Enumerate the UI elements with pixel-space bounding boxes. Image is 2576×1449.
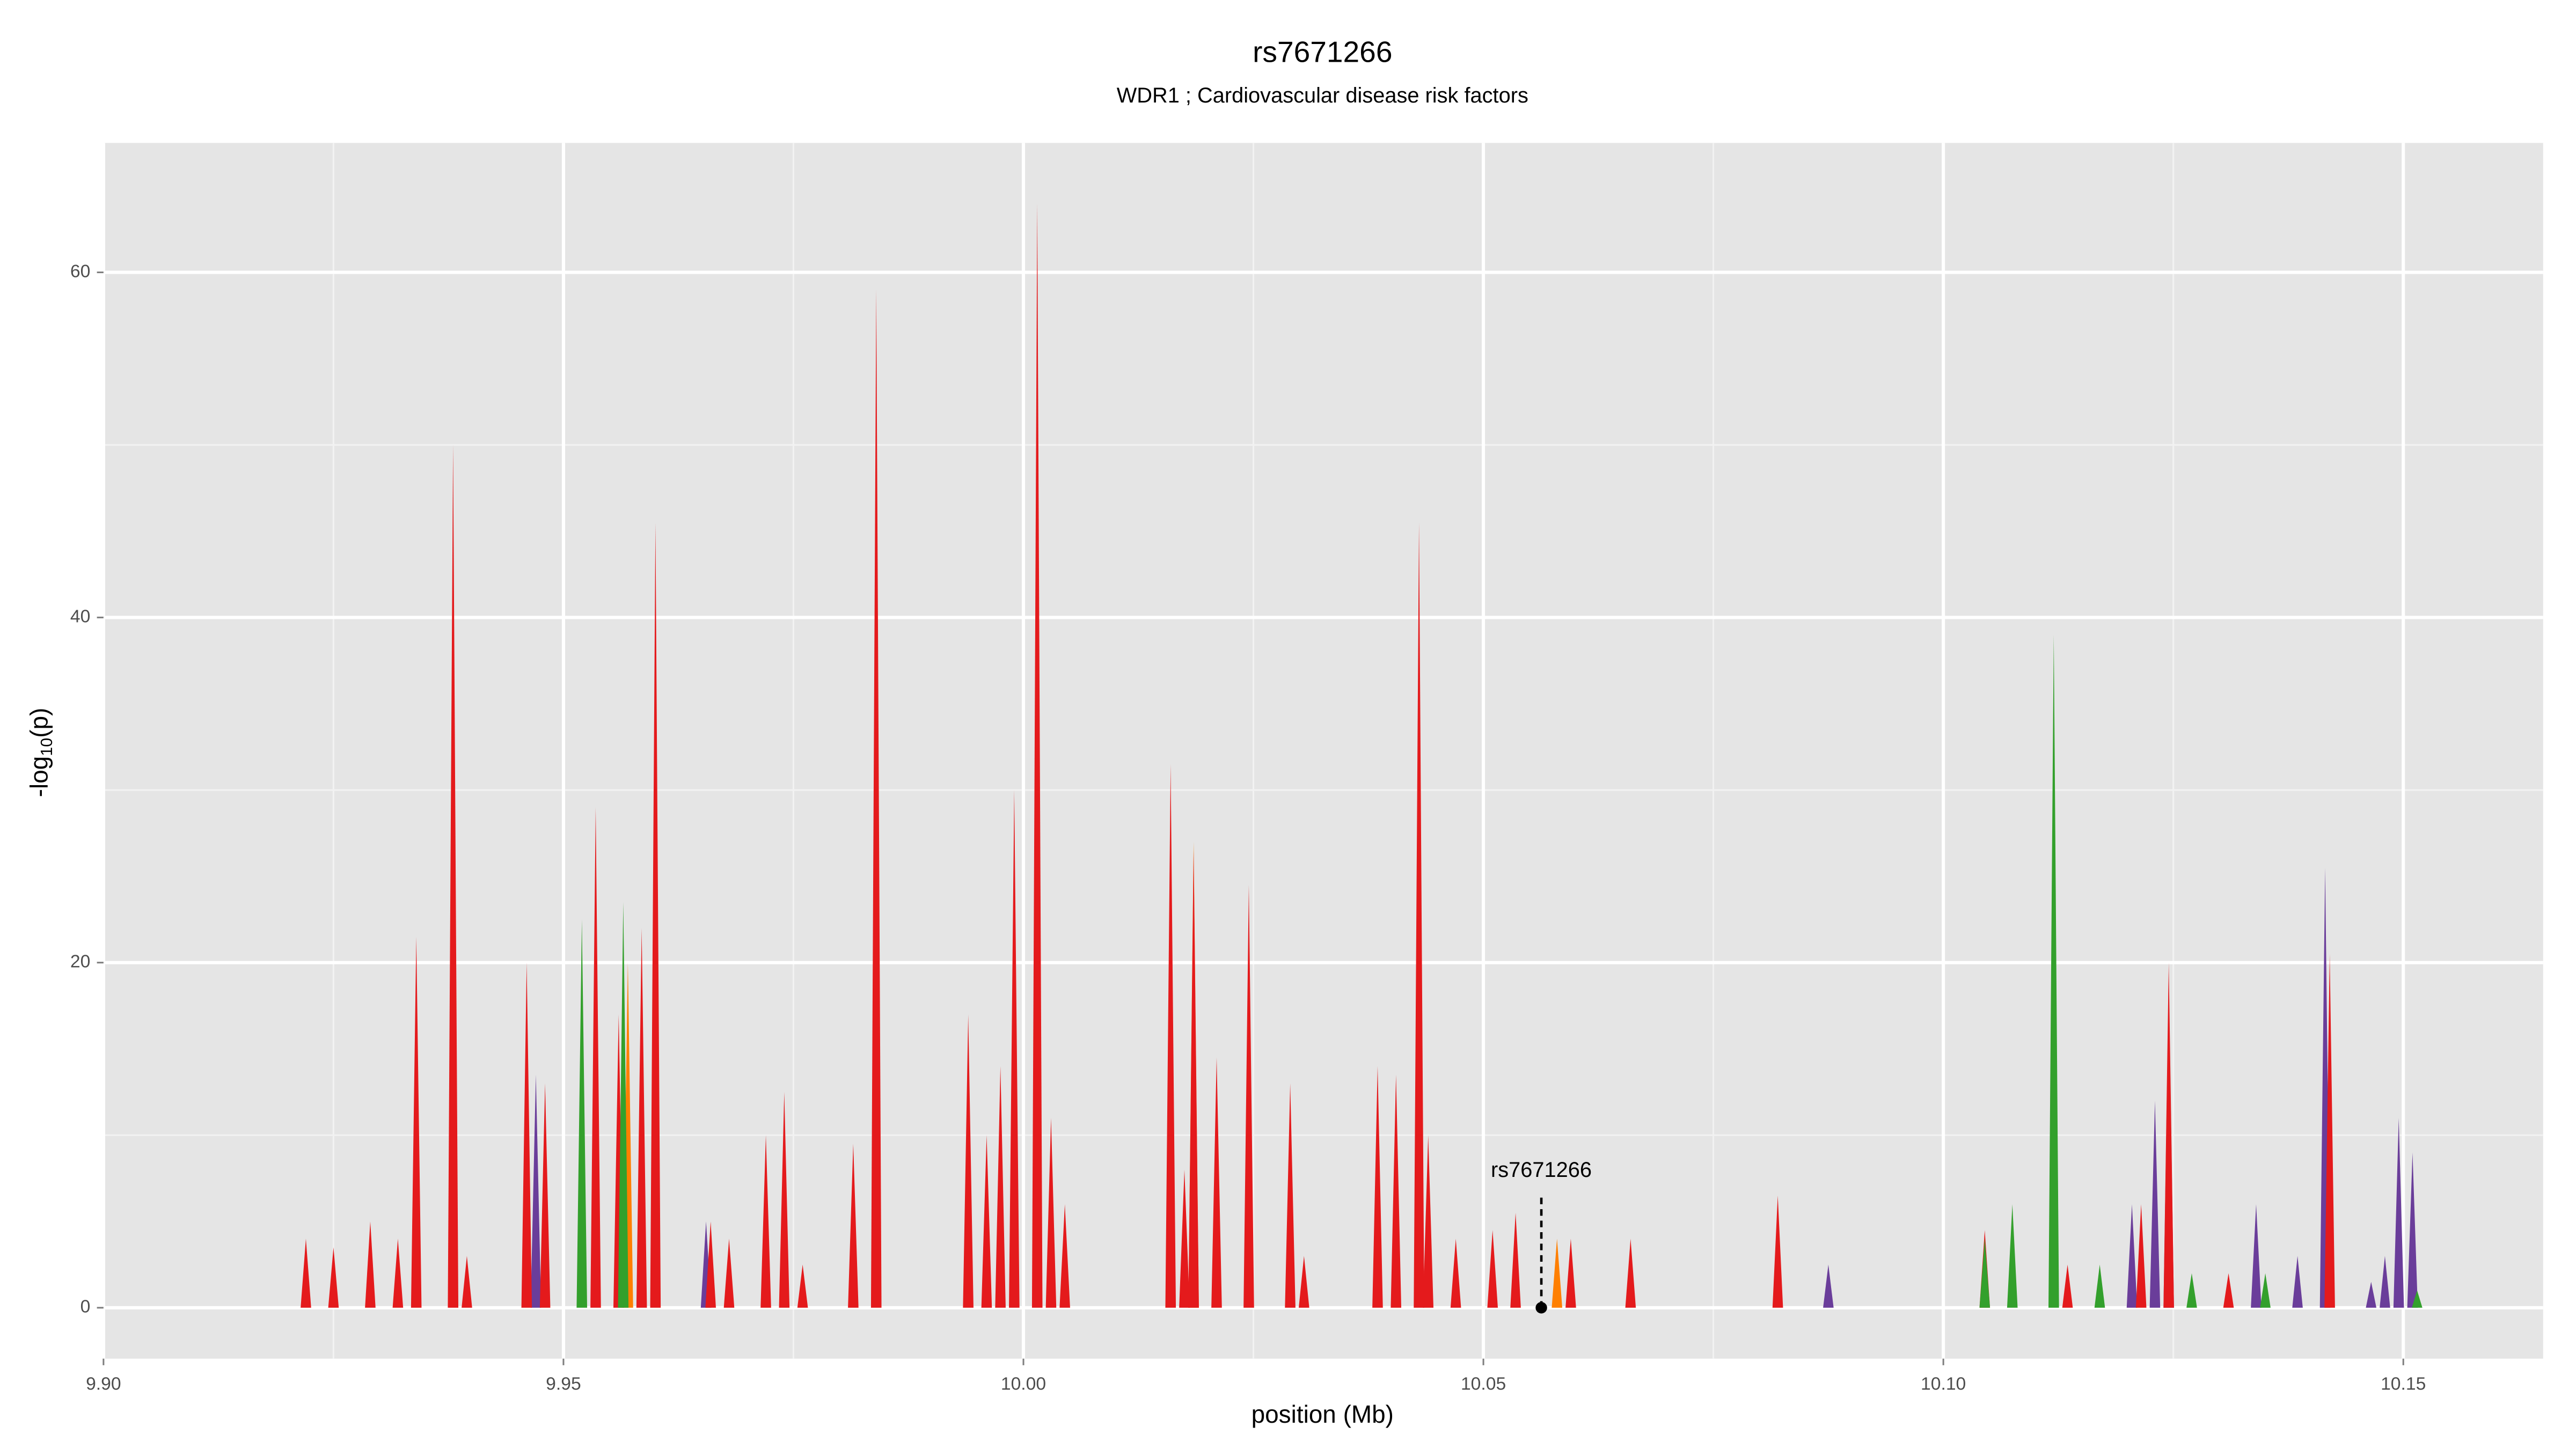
- spike: [848, 1144, 859, 1308]
- spike: [1423, 1135, 1434, 1308]
- spike: [462, 1256, 472, 1308]
- spike: [1414, 522, 1424, 1308]
- x-tick-label: 10.00: [1001, 1374, 1046, 1394]
- spike: [365, 1221, 376, 1308]
- x-tick-label: 10.10: [1921, 1374, 1966, 1394]
- spike: [2163, 962, 2174, 1308]
- spike: [1391, 1074, 1402, 1308]
- annotation-point: [1535, 1302, 1547, 1314]
- spike: [2048, 634, 2059, 1308]
- spike: [1211, 1057, 1222, 1308]
- spike: [1772, 1195, 1783, 1308]
- y-axis-label-prefix: -log: [25, 756, 53, 797]
- y-axis-label: -log10(p): [25, 708, 56, 797]
- spike: [411, 936, 422, 1308]
- spike: [1009, 790, 1020, 1308]
- spike: [2260, 1273, 2271, 1308]
- spike: [981, 1135, 992, 1308]
- spike: [2366, 1282, 2377, 1308]
- spike: [1243, 884, 1254, 1308]
- y-tick-label: 40: [70, 606, 90, 626]
- spike: [995, 1066, 1006, 1308]
- spike: [1372, 1066, 1383, 1308]
- spike: [328, 1247, 339, 1308]
- x-tick-label: 9.95: [546, 1374, 581, 1394]
- chart-title: rs7671266: [1253, 35, 1392, 69]
- spike: [1299, 1256, 1309, 1308]
- plot-panel: [103, 143, 2543, 1359]
- spike: [636, 928, 647, 1308]
- x-tick-label: 10.15: [2381, 1374, 2426, 1394]
- y-tick-label: 60: [70, 261, 90, 281]
- spike: [539, 1083, 551, 1308]
- spike: [1625, 1239, 1636, 1308]
- spike: [779, 1092, 790, 1308]
- x-tick-label: 10.05: [1461, 1374, 1506, 1394]
- x-axis-label: position (Mb): [1252, 1400, 1394, 1428]
- spike: [705, 1221, 716, 1308]
- spike: [1565, 1239, 1576, 1308]
- spike: [2186, 1273, 2197, 1308]
- y-tick-label: 20: [70, 952, 90, 972]
- spike: [392, 1239, 404, 1308]
- spike: [1450, 1239, 1461, 1308]
- spike: [448, 445, 459, 1308]
- spike: [618, 902, 629, 1308]
- spike: [2380, 1256, 2390, 1308]
- spike: [797, 1264, 808, 1308]
- spike: [2393, 1118, 2404, 1308]
- y-axis-label-subscript: 10: [38, 738, 56, 756]
- spike: [1179, 1169, 1190, 1308]
- spike: [870, 289, 882, 1308]
- spike: [1059, 1204, 1070, 1308]
- spike: [1510, 1212, 1521, 1308]
- chart-subtitle: WDR1 ; Cardiovascular disease risk facto…: [1117, 84, 1528, 107]
- spike: [1979, 1239, 1990, 1308]
- spike: [1045, 1118, 1057, 1308]
- spike: [530, 1074, 541, 1308]
- spike: [2251, 1204, 2262, 1308]
- spike: [1823, 1264, 1834, 1308]
- spike: [2135, 1204, 2147, 1308]
- spike: [2223, 1273, 2234, 1308]
- spike: [590, 807, 601, 1308]
- spike: [963, 1014, 974, 1308]
- x-tick-label: 9.90: [86, 1374, 121, 1394]
- spike: [650, 522, 661, 1308]
- spike: [2407, 1152, 2418, 1308]
- spike: [2412, 1290, 2423, 1308]
- spike: [1165, 764, 1176, 1308]
- spike: [2062, 1264, 2073, 1308]
- y-tick-label: 0: [80, 1297, 91, 1317]
- spike: [1285, 1083, 1296, 1308]
- spike: [2094, 1264, 2105, 1308]
- annotation-label: rs7671266: [1491, 1158, 1592, 1182]
- spike: [1552, 1239, 1563, 1308]
- spike: [2149, 1100, 2161, 1308]
- spike: [2292, 1256, 2303, 1308]
- spike: [2007, 1204, 2018, 1308]
- spike: [1031, 203, 1043, 1308]
- spike: [760, 1135, 771, 1308]
- spike: [2126, 1204, 2138, 1308]
- spike: [2324, 954, 2335, 1308]
- spike: [1188, 850, 1199, 1308]
- spike: [723, 1239, 735, 1308]
- spike: [301, 1239, 311, 1308]
- spike: [521, 962, 532, 1308]
- y-axis-label-suffix: (p): [25, 708, 53, 738]
- spike: [1487, 1230, 1498, 1308]
- spike: [576, 919, 588, 1308]
